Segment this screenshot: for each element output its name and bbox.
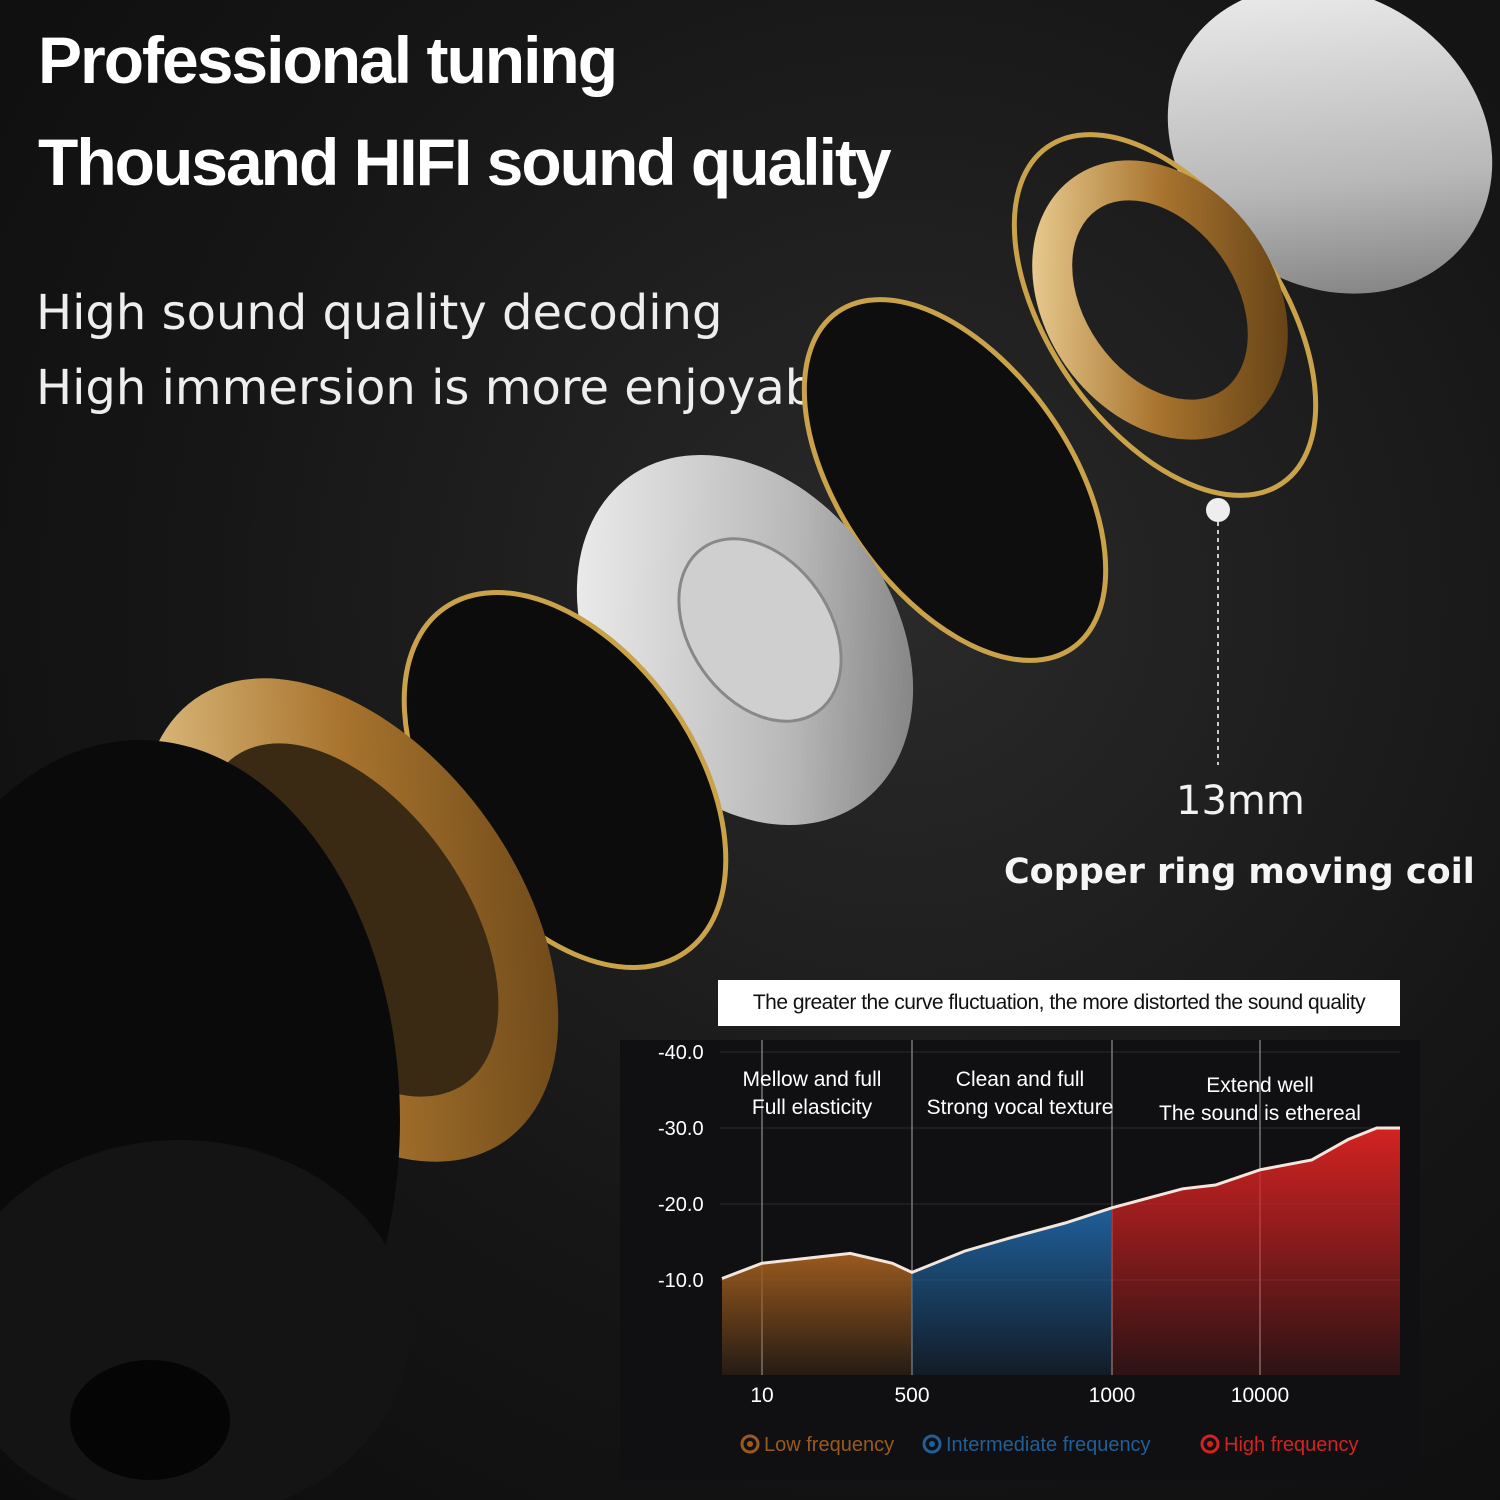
- legend-marker-icon: [740, 1434, 760, 1454]
- legend-marker-icon: [1200, 1434, 1220, 1454]
- headline-line-1: Professional tuning: [38, 23, 618, 97]
- silver-cone-inner: [677, 537, 843, 723]
- legend-label: Low frequency: [764, 1434, 894, 1456]
- legend-marker-icon: [922, 1434, 942, 1454]
- legend-marker-dot: [929, 1441, 935, 1447]
- marker-dot: [1206, 498, 1230, 522]
- response-curve: [721, 1126, 1400, 1280]
- x-tick-label: 10000: [1231, 1384, 1289, 1407]
- subheadline-line-1: High sound quality decoding: [36, 285, 723, 341]
- region-label-line2: Strong vocal texture: [927, 1096, 1114, 1119]
- ear-tip-opening: [70, 1360, 230, 1480]
- region-label-line2: The sound is ethereal: [1159, 1102, 1361, 1125]
- region-area: [722, 1253, 912, 1375]
- region-label-line2: Full elasticity: [752, 1096, 873, 1119]
- y-tick-label: -10.0: [658, 1270, 704, 1292]
- legend-marker-dot: [1207, 1441, 1213, 1447]
- y-tick-label: -40.0: [658, 1042, 704, 1064]
- y-tick-label: -20.0: [658, 1194, 704, 1216]
- frequency-response-chart: -40.0 -30.0 -20.0 -10.0 10 500 1000 10000 Mellow…: [620, 1040, 1420, 1480]
- copper-ring: [1032, 160, 1288, 440]
- region-label-line1: Extend well: [1206, 1074, 1313, 1097]
- region-area: [912, 1207, 1112, 1375]
- legend-label: Intermediate frequency: [946, 1434, 1151, 1456]
- legend-label: High frequency: [1224, 1434, 1359, 1456]
- legend-marker-dot: [747, 1441, 753, 1447]
- chart-title: The greater the curve fluctuation, the m…: [718, 980, 1400, 1026]
- y-tick-label: -30.0: [658, 1118, 704, 1140]
- x-tick-label: 10: [750, 1384, 773, 1407]
- region-label-line1: Clean and full: [956, 1068, 1084, 1091]
- region-area: [1112, 1128, 1400, 1375]
- headline-line-2: Thousand HIFI sound quality: [38, 125, 892, 199]
- driver-label: Copper ring moving coil: [1004, 852, 1475, 892]
- back-cover: [1167, 0, 1493, 294]
- subheadline-line-2: High immersion is more enjoyable: [36, 360, 859, 416]
- x-tick-label: 500: [894, 1384, 929, 1407]
- x-tick-label: 1000: [1089, 1384, 1136, 1407]
- driver-size: 13mm: [1176, 778, 1305, 824]
- region-label-line1: Mellow and full: [743, 1068, 882, 1091]
